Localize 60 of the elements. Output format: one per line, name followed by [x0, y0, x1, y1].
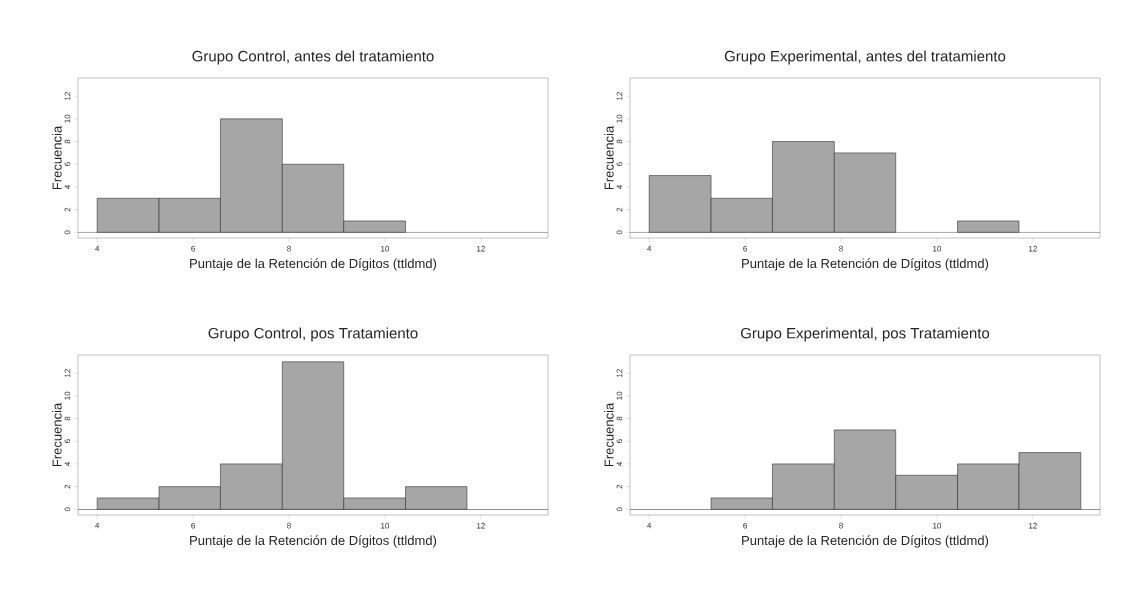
- y-tick-label: 8: [64, 416, 71, 421]
- x-tick-label: 10: [933, 245, 942, 252]
- x-tick-label: 6: [743, 245, 747, 252]
- x-tick-label: 10: [381, 522, 390, 529]
- y-axis-title: Frecuencia: [604, 125, 614, 190]
- y-tick-label: 10: [616, 391, 623, 400]
- y-tick-label: 8: [64, 139, 71, 144]
- x-tick-label: 8: [287, 522, 291, 529]
- x-tick-label: 12: [477, 522, 485, 529]
- x-tick-label: 12: [1029, 522, 1037, 529]
- chart-title: Grupo Control, antes del tratamiento: [192, 50, 434, 65]
- y-tick-label: 10: [64, 391, 71, 400]
- chart-title: Grupo Control, pos Tratamiento: [208, 327, 418, 342]
- x-tick-label: 12: [477, 245, 485, 252]
- y-tick-label: 12: [616, 92, 623, 100]
- x-tick-label: 10: [381, 245, 390, 252]
- x-tick-label: 8: [839, 245, 843, 252]
- y-tick-label: 0: [64, 507, 71, 512]
- x-tick-label: 12: [1029, 245, 1037, 252]
- y-tick-label: 0: [616, 230, 623, 235]
- y-tick-label: 0: [616, 507, 623, 512]
- x-tick-label: 6: [743, 522, 747, 529]
- y-tick-label: 4: [64, 461, 71, 466]
- y-tick-label: 6: [616, 162, 623, 167]
- y-axis-title: Frecuencia: [52, 125, 62, 190]
- x-axis-title: Puntaje de la Retención de Dígitos (ttldmd): [742, 535, 989, 548]
- y-tick-label: 8: [616, 416, 623, 421]
- y-tick-label: 2: [64, 207, 71, 212]
- x-tick-label: 6: [191, 522, 195, 529]
- y-tick-label: 4: [616, 184, 623, 189]
- y-tick-label: 12: [616, 369, 623, 377]
- y-tick-label: 12: [64, 369, 71, 377]
- chart-title: Grupo Experimental, pos Tratamiento: [740, 327, 990, 342]
- x-tick-label: 4: [95, 522, 100, 529]
- y-tick-label: 0: [64, 230, 71, 235]
- x-axis-title: Puntaje de la Retención de Dígitos (ttldmd): [742, 258, 989, 271]
- y-tick-label: 10: [64, 114, 71, 123]
- x-tick-label: 8: [839, 522, 843, 529]
- x-tick-label: 8: [287, 245, 291, 252]
- x-tick-label: 6: [191, 245, 195, 252]
- y-tick-label: 8: [616, 139, 623, 144]
- y-tick-label: 2: [616, 207, 623, 212]
- y-axis-title: Frecuencia: [52, 402, 62, 467]
- y-tick-label: 2: [64, 484, 71, 489]
- chart-title: Grupo Experimental, antes del tratamiento: [724, 50, 1006, 65]
- y-tick-label: 2: [616, 484, 623, 489]
- x-tick-label: 4: [647, 522, 652, 529]
- x-tick-label: 4: [647, 245, 652, 252]
- x-axis-title: Puntaje de la Retención de Dígitos (ttldmd): [190, 258, 437, 271]
- y-tick-label: 4: [64, 184, 71, 189]
- y-tick-label: 12: [64, 92, 71, 100]
- y-tick-label: 10: [616, 114, 623, 123]
- x-tick-label: 10: [933, 522, 942, 529]
- x-tick-label: 4: [95, 245, 100, 252]
- y-tick-label: 6: [64, 439, 71, 444]
- y-tick-label: 4: [616, 461, 623, 466]
- y-axis-title: Frecuencia: [604, 402, 614, 467]
- x-axis-title: Puntaje de la Retención de Dígitos (ttldmd): [190, 535, 437, 548]
- y-tick-label: 6: [616, 439, 623, 444]
- y-tick-label: 6: [64, 162, 71, 167]
